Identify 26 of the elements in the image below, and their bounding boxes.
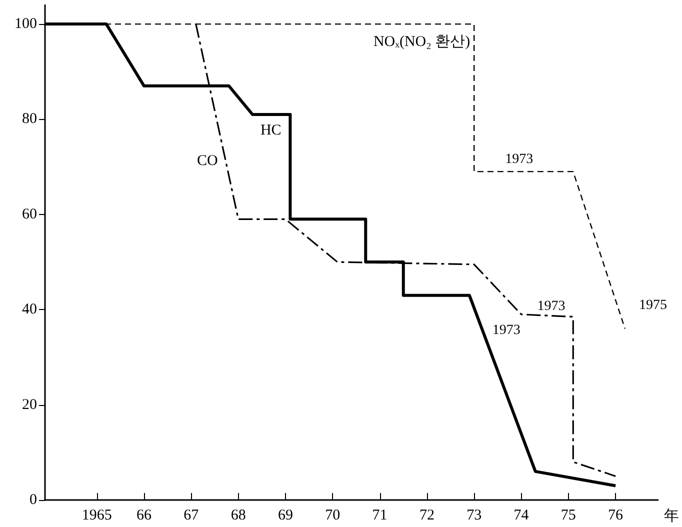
x-tick-label: 66 [136, 508, 152, 524]
series-label: CO [197, 153, 218, 170]
series-label: NOₓ(NO₂ 환산) [373, 34, 470, 50]
x-tick-label: 72 [419, 508, 434, 524]
x-tick-label: 70 [325, 508, 340, 524]
x-tick-label: 73 [466, 508, 482, 524]
x-tick-label: 67 [184, 508, 200, 524]
annotation: 1975 [638, 298, 667, 314]
x-tick-label: 74 [514, 508, 530, 524]
annotation: 1973 [492, 322, 520, 338]
y-tick-label: 40 [22, 302, 37, 318]
y-tick-label: 80 [22, 111, 37, 128]
x-tick-label: 71 [372, 508, 388, 524]
x-tick-label: 75 [560, 508, 576, 524]
x-tick-label: 68 [230, 508, 246, 524]
y-tick-label: 20 [22, 396, 37, 413]
annotation: 1973 [537, 298, 566, 314]
y-tick-label: 60 [22, 206, 37, 222]
annotation: 1973 [505, 152, 534, 168]
x-tick-label: 76 [608, 508, 624, 524]
x-tick-label: 69 [278, 508, 293, 524]
x-axis-title: 年 [664, 506, 679, 524]
series-label: HC [260, 122, 282, 138]
y-tick-label: 100 [14, 16, 37, 32]
y-tick-label: 0 [30, 492, 37, 508]
x-tick-label: 1965 [82, 508, 112, 524]
